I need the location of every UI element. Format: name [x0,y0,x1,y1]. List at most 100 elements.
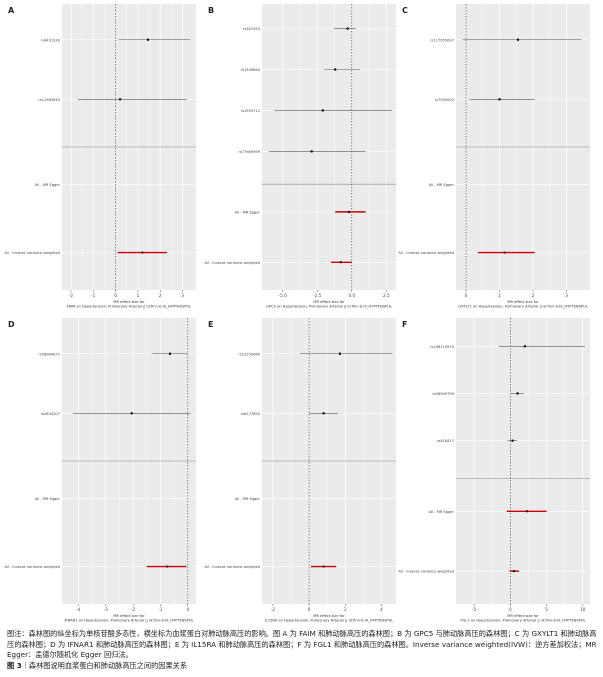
x-tick-label: 3 [181,293,184,298]
x-axis-label: MR effect size for [113,614,145,618]
snp-label: rs341553 [243,27,260,31]
snp-point [146,38,150,41]
caption-note: 图注：森林图的纵坐标为单核苷酸多态性，横坐标为血浆蛋白对肺动脉高压的影响。图 A… [7,629,597,659]
snp-point [516,392,519,395]
x-axis-label: MR effect size for [507,614,539,618]
summary-point [322,565,325,568]
snp-label: rs11564949 [38,98,60,102]
x-tick-label: -4 [76,607,81,612]
panel-letter: E [208,320,213,329]
panel-letter: F [402,320,407,329]
x-tick-label: 0 [186,607,189,612]
summary-point [503,251,506,254]
snp-point [498,98,501,101]
snp-point [130,412,133,415]
snp-label: rs77989999 [238,150,260,154]
figure-caption: 图注：森林图的纵坐标为单核苷酸多态性，横坐标为血浆蛋白对肺动脉高压的影响。图 A… [7,629,597,671]
snp-label: rs1955712 [241,109,260,113]
snp-label: rs4431330 [41,38,61,42]
summary-label: All - MR Egger [429,183,455,187]
x-tick-label: -3 [104,607,109,612]
snp-label: rs1330664 [241,68,261,72]
plot-background [456,318,590,604]
snp-label: rs7055003 [435,98,454,102]
summary-point [512,569,516,573]
summary-label: All - MR Egger [429,510,455,514]
summary-label: All - Inverse variance weighted [398,570,454,574]
panel-letter: C [402,6,408,15]
snp-label: rs196114970 [430,345,455,349]
summary-point [166,565,169,568]
x-tick-label: 0 [509,607,512,612]
x-axis-label: GPC5 on Hypertension, Pulmonary Arterial… [266,305,392,309]
snp-point [334,68,337,71]
figure-title: ｜森林图说明血浆蛋白和肺动脉高压之间的因果关系 [21,660,188,670]
snp-point [168,352,172,355]
x-axis-label: MR effect size for [507,300,539,304]
figure-label: 图 3 [7,660,22,670]
summary-label: All - Inverse variance weighted [204,565,260,569]
snp-label: rs117955097 [430,38,454,42]
x-axis-label: MR effect size for [313,614,345,618]
x-tick-label: -5.0 [279,293,288,298]
x-tick-label: -5 [472,607,477,612]
summary-label: All - MR Egger [35,183,61,187]
x-tick-label: 2.5 [383,293,390,298]
x-axis-label: FGL1 on Hypertension, Pulmonary Arterial… [460,619,585,623]
snp-point [516,38,520,41]
x-tick-label: -2 [69,293,74,298]
summary-point [525,510,529,513]
x-tick-label: 1 [498,293,501,298]
x-tick-label: -2 [271,607,276,612]
x-tick-label: -1 [91,293,96,298]
summary-label: All - Inverse variance weighted [204,261,260,265]
x-tick-label: 2 [532,293,535,298]
x-axis-label: IFNAR1 on Hypertension, Pulmonary Arteri… [64,619,193,623]
snp-point [338,352,342,355]
snp-point [511,439,514,442]
x-tick-label: 10 [580,607,586,612]
x-tick-label: 2 [159,293,162,298]
x-tick-label: 5 [545,607,548,612]
snp-label: rs2834207 [41,412,60,416]
snp-label: rs12250060 [238,352,260,356]
x-tick-label: 2 [344,607,347,612]
x-tick-label: -2.5 [313,293,322,298]
x-tick-label: 0 [308,607,311,612]
plot-background [262,4,396,290]
summary-label: All - Inverse variance weighted [4,565,60,569]
snp-label: rs26999799 [432,392,454,396]
summary-label: All - Inverse variance weighted [398,251,454,255]
summary-point [141,251,144,254]
summary-label: All - MR Egger [235,210,261,214]
x-axis-label: GXYLT1 on Hypertension, Pulmonary Arteri… [458,305,587,309]
x-tick-label: 3 [565,293,568,298]
snp-label: rs418417 [437,439,454,443]
x-tick-label: 1 [137,293,140,298]
x-tick-label: 4 [380,607,383,612]
snp-point [322,412,325,415]
summary-label: All - MR Egger [35,497,61,501]
x-axis-label: MR effect size for [313,300,345,304]
panel-letter: D [8,320,15,329]
x-tick-label: -1 [158,607,163,612]
x-axis-label: IL15RA on Hypertension, Pulmonary Arteri… [265,619,393,623]
panel-letter: B [208,6,214,15]
x-axis-label: MR effect size for [113,300,145,304]
snp-point [118,98,122,101]
snp-point [310,150,313,153]
panel-letter: A [8,6,15,15]
summary-label: All - MR Egger [235,497,261,501]
x-tick-label: 0 [114,293,117,298]
x-tick-label: -2 [131,607,136,612]
snp-point [321,109,324,112]
summary-point [347,210,351,213]
snp-point [346,27,349,30]
